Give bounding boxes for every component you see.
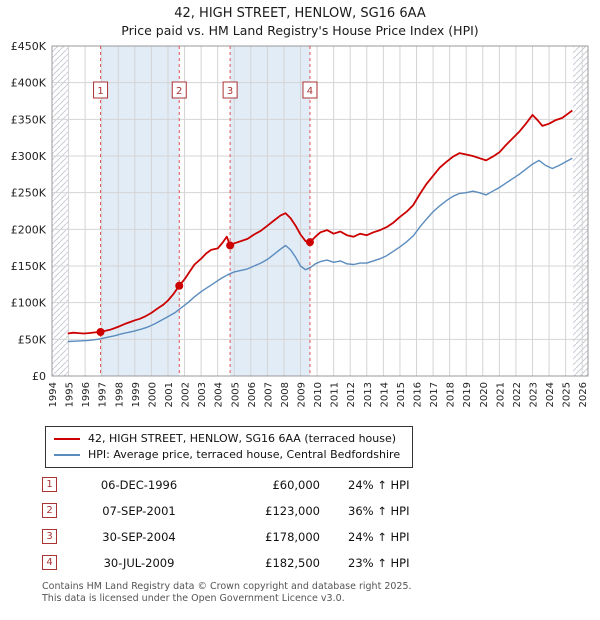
property-price-line — [67, 109, 573, 335]
legend-swatch-hpi — [54, 454, 80, 456]
sale-price: £123,000 — [265, 503, 320, 518]
svg-text:2021: 2021 — [495, 382, 506, 407]
chart-subtitle: Price paid vs. HM Land Registry's House … — [121, 23, 479, 38]
ownership-shading — [100, 46, 310, 376]
footer-line2: This data is licensed under the Open Gov… — [42, 593, 345, 605]
hpi-line — [67, 157, 573, 343]
svg-text:2012: 2012 — [346, 382, 357, 407]
plot-border — [51, 45, 589, 377]
svg-text:2016: 2016 — [413, 382, 424, 407]
svg-text:2022: 2022 — [512, 382, 523, 407]
svg-text:2015: 2015 — [396, 382, 407, 407]
svg-text:2023: 2023 — [528, 382, 539, 407]
sale-number-badge: 1 — [42, 477, 57, 492]
table-row: 2 07-SEP-2001 £123,000 36% ↑ HPI — [42, 503, 600, 518]
svg-text:2014: 2014 — [379, 382, 390, 407]
sale-hpi-delta: 24% ↑ HPI — [348, 477, 410, 492]
svg-text:2002: 2002 — [181, 382, 192, 407]
svg-text:2025: 2025 — [562, 382, 573, 407]
sale-number-badge: 3 — [42, 529, 57, 544]
sale-number-badge: 2 — [42, 503, 57, 518]
svg-text:£300K: £300K — [11, 150, 47, 163]
price-history-chart: £0 £50K £100K £150K £200K £250K £300K £350K £400… — [11, 40, 589, 407]
svg-text:£50K: £50K — [18, 333, 47, 346]
sale-hpi-delta: 23% ↑ HPI — [348, 555, 410, 570]
sale-markers — [96, 238, 314, 336]
svg-text:2006: 2006 — [247, 382, 258, 407]
legend: 42, HIGH STREET, HENLOW, SG16 6AA (terra… — [45, 426, 414, 468]
sale-number-badge: 4 — [42, 555, 57, 570]
sale-date: 30-JUL-2009 — [103, 555, 175, 570]
svg-text:2018: 2018 — [446, 382, 457, 407]
hatch-regions — [52, 46, 588, 376]
svg-text:£400K: £400K — [11, 77, 47, 90]
sale-number-boxes: 1 2 3 4 — [93, 81, 318, 99]
svg-text:4: 4 — [307, 86, 313, 97]
svg-text:2008: 2008 — [280, 382, 291, 407]
footer-line1: Contains HM Land Registry data © Crown c… — [42, 581, 412, 592]
svg-text:2013: 2013 — [363, 382, 374, 407]
svg-text:2024: 2024 — [545, 382, 556, 407]
svg-text:1998: 1998 — [114, 382, 125, 407]
svg-text:1995: 1995 — [65, 382, 76, 407]
sale-date: 30-SEP-2004 — [102, 529, 176, 544]
svg-text:£0: £0 — [32, 370, 46, 383]
table-row: 3 30-SEP-2004 £178,000 24% ↑ HPI — [42, 529, 600, 544]
svg-text:2003: 2003 — [197, 382, 208, 407]
sale-price: £178,000 — [265, 529, 320, 544]
svg-text:2: 2 — [176, 86, 182, 97]
sale-lines — [100, 46, 311, 376]
sales-table: 1 06-DEC-1996 £60,000 24% ↑ HPI 2 07-SEP… — [42, 477, 600, 570]
svg-text:£450K: £450K — [11, 40, 47, 53]
svg-text:2000: 2000 — [147, 382, 158, 407]
chart-title: 42, HIGH STREET, HENLOW, SG16 6AA — [174, 6, 426, 21]
svg-text:£200K: £200K — [11, 223, 47, 236]
x-axis-labels: 1994 1995 1996 1997 1998 1999 2000 2001 2002 2003… — [48, 382, 589, 407]
svg-text:2020: 2020 — [479, 382, 490, 407]
svg-text:2011: 2011 — [330, 382, 341, 407]
svg-text:2001: 2001 — [164, 382, 175, 407]
table-row: 4 30-JUL-2009 £182,500 23% ↑ HPI — [42, 555, 600, 570]
svg-text:1: 1 — [97, 86, 103, 97]
svg-text:2019: 2019 — [462, 382, 473, 407]
svg-text:2010: 2010 — [313, 382, 324, 407]
legend-row-property: 42, HIGH STREET, HENLOW, SG16 6AA (terra… — [54, 431, 400, 447]
legend-label-property: 42, HIGH STREET, HENLOW, SG16 6AA (terra… — [88, 432, 397, 445]
sale-date: 06-DEC-1996 — [100, 477, 178, 492]
legend-swatch-property — [54, 438, 80, 440]
sale-hpi-delta: 24% ↑ HPI — [348, 529, 410, 544]
series-lines — [67, 109, 573, 343]
y-axis-labels: £0 £50K £100K £150K £200K £250K £300K £350K £400… — [11, 40, 47, 383]
copyright-footer: Contains HM Land Registry data © Crown c… — [42, 581, 600, 606]
svg-text:2007: 2007 — [263, 382, 274, 407]
svg-text:3: 3 — [227, 86, 233, 97]
svg-text:£350K: £350K — [11, 113, 47, 126]
legend-row-hpi: HPI: Average price, terraced house, Cent… — [54, 447, 400, 463]
svg-text:2004: 2004 — [214, 382, 225, 407]
svg-text:2017: 2017 — [429, 382, 440, 407]
table-row: 1 06-DEC-1996 £60,000 24% ↑ HPI — [42, 477, 600, 492]
svg-text:2026: 2026 — [578, 382, 589, 407]
sale-date: 07-SEP-2001 — [102, 503, 176, 518]
svg-text:1997: 1997 — [98, 382, 109, 407]
svg-text:1996: 1996 — [81, 382, 92, 407]
legend-label-hpi: HPI: Average price, terraced house, Cent… — [88, 448, 401, 461]
svg-text:£150K: £150K — [11, 260, 47, 273]
svg-text:2005: 2005 — [230, 382, 241, 407]
svg-text:£250K: £250K — [11, 187, 47, 200]
sale-price: £60,000 — [272, 477, 320, 492]
svg-text:£100K: £100K — [11, 297, 47, 310]
sale-price: £182,500 — [265, 555, 320, 570]
svg-text:1999: 1999 — [131, 382, 142, 407]
svg-text:1994: 1994 — [48, 382, 59, 407]
svg-text:2009: 2009 — [297, 382, 308, 407]
sale-hpi-delta: 36% ↑ HPI — [348, 503, 410, 518]
